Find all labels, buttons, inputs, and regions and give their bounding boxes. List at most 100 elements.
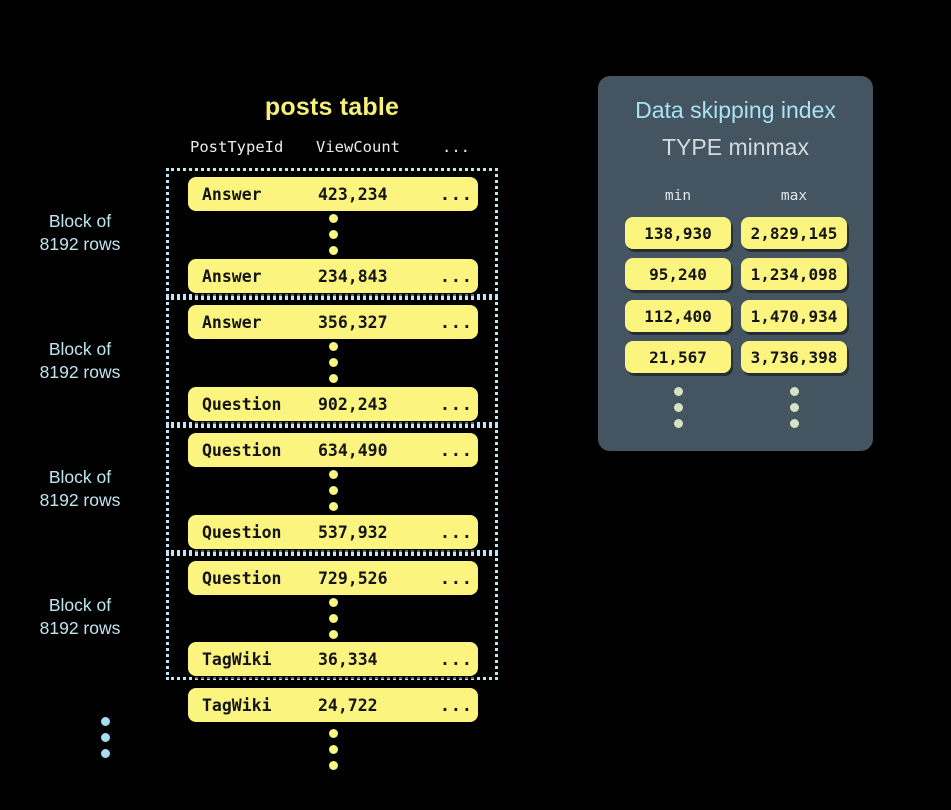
cell-posttypeid: Answer bbox=[202, 312, 262, 332]
block-boundary-2 bbox=[166, 297, 498, 425]
cell-viewcount: 24,722 bbox=[318, 695, 378, 715]
dot bbox=[100, 749, 110, 758]
row-ellipsis-dots bbox=[327, 214, 339, 255]
dot bbox=[328, 761, 338, 770]
dot bbox=[328, 729, 338, 738]
cell-posttypeid: Question bbox=[202, 522, 282, 542]
dot bbox=[328, 614, 338, 623]
dot bbox=[100, 717, 110, 726]
index-card-title: Data skipping index bbox=[635, 97, 836, 123]
cell-posttypeid: TagWiki bbox=[202, 649, 272, 669]
table-row[interactable]: Answer 356,327 ... bbox=[188, 305, 478, 339]
cell-ellipsis: ... bbox=[440, 649, 473, 669]
dot bbox=[328, 598, 338, 607]
index-min-value[interactable]: 112,400 bbox=[625, 300, 731, 332]
cell-posttypeid: Answer bbox=[202, 266, 262, 286]
block-label-4-line2: 8192 rows bbox=[39, 618, 121, 638]
dot bbox=[328, 486, 338, 495]
cell-viewcount: 902,243 bbox=[318, 394, 388, 414]
table-row[interactable]: TagWiki 36,334 ... bbox=[188, 642, 478, 676]
dot bbox=[328, 358, 338, 367]
dot bbox=[328, 374, 338, 383]
index-min-value[interactable]: 95,240 bbox=[625, 258, 731, 290]
blocks-continuation-dots bbox=[99, 717, 111, 758]
dot bbox=[673, 419, 683, 428]
dot bbox=[328, 230, 338, 239]
index-max-continuation-dots bbox=[788, 387, 800, 428]
page-title: posts table bbox=[264, 93, 400, 121]
block-label-3-line2: 8192 rows bbox=[39, 490, 121, 510]
index-card-subtitle: TYPE minmax bbox=[662, 134, 809, 160]
table-row[interactable]: Question 634,490 ... bbox=[188, 433, 478, 467]
block-label-4-line1: Block of bbox=[48, 595, 112, 615]
block-label-2-line2: 8192 rows bbox=[39, 362, 121, 382]
dot bbox=[328, 342, 338, 351]
column-header-posttypeid: PostTypeId bbox=[190, 138, 284, 156]
table-column-headers: PostTypeId ViewCount ... bbox=[188, 138, 478, 156]
table-continuation-dots bbox=[327, 729, 339, 770]
cell-posttypeid: Question bbox=[202, 440, 282, 460]
dot bbox=[673, 387, 683, 396]
dot bbox=[789, 419, 799, 428]
block-label-2-line1: Block of bbox=[48, 339, 112, 359]
cell-ellipsis: ... bbox=[440, 568, 473, 588]
column-header-min: min bbox=[664, 188, 692, 204]
table-row[interactable]: Question 537,932 ... bbox=[188, 515, 478, 549]
block-label-4: Block of 8192 rows bbox=[0, 594, 160, 640]
dot bbox=[328, 246, 338, 255]
index-min-value[interactable]: 138,930 bbox=[625, 217, 731, 249]
cell-ellipsis: ... bbox=[440, 695, 473, 715]
cell-viewcount: 634,490 bbox=[318, 440, 388, 460]
cell-ellipsis: ... bbox=[440, 184, 473, 204]
index-min-continuation-dots bbox=[672, 387, 684, 428]
block-label-3: Block of 8192 rows bbox=[0, 466, 160, 512]
block-label-3-line1: Block of bbox=[48, 467, 112, 487]
cell-viewcount: 234,843 bbox=[318, 266, 388, 286]
dot bbox=[328, 630, 338, 639]
block-label-1: Block of 8192 rows bbox=[0, 210, 160, 256]
row-ellipsis-dots bbox=[327, 598, 339, 639]
cell-ellipsis: ... bbox=[440, 266, 473, 286]
dot bbox=[328, 745, 338, 754]
dot bbox=[789, 387, 799, 396]
cell-ellipsis: ... bbox=[440, 440, 473, 460]
index-max-value[interactable]: 2,829,145 bbox=[741, 217, 847, 249]
column-header-ellipsis: ... bbox=[442, 138, 470, 156]
table-row[interactable]: Question 729,526 ... bbox=[188, 561, 478, 595]
table-row[interactable]: Answer 234,843 ... bbox=[188, 259, 478, 293]
block-label-1-line1: Block of bbox=[48, 211, 112, 231]
cell-viewcount: 423,234 bbox=[318, 184, 388, 204]
index-max-value[interactable]: 3,736,398 bbox=[741, 341, 847, 373]
cell-posttypeid: Question bbox=[202, 568, 282, 588]
block-boundary-1 bbox=[166, 168, 498, 297]
dot bbox=[328, 502, 338, 511]
block-boundary-3 bbox=[166, 425, 498, 553]
block-boundary-4 bbox=[166, 553, 498, 680]
index-min-value[interactable]: 21,567 bbox=[625, 341, 731, 373]
cell-viewcount: 537,932 bbox=[318, 522, 388, 542]
cell-viewcount: 356,327 bbox=[318, 312, 388, 332]
data-skipping-index-card: Data skipping index TYPE minmax min max … bbox=[598, 76, 873, 451]
dot bbox=[100, 733, 110, 742]
posts-table-group: posts table PostTypeId ViewCount ... Blo… bbox=[0, 93, 498, 770]
index-max-value[interactable]: 1,470,934 bbox=[741, 300, 847, 332]
index-max-value[interactable]: 1,234,098 bbox=[741, 258, 847, 290]
dot bbox=[789, 403, 799, 412]
row-ellipsis-dots bbox=[327, 342, 339, 383]
table-row[interactable]: Question 902,243 ... bbox=[188, 387, 478, 421]
cell-viewcount: 729,526 bbox=[318, 568, 388, 588]
cell-posttypeid: TagWiki bbox=[202, 695, 272, 715]
dot bbox=[328, 214, 338, 223]
cell-viewcount: 36,334 bbox=[318, 649, 378, 669]
dot bbox=[673, 403, 683, 412]
cell-posttypeid: Question bbox=[202, 394, 282, 414]
cell-posttypeid: Answer bbox=[202, 184, 262, 204]
column-header-max: max bbox=[780, 188, 808, 204]
table-row[interactable]: TagWiki 24,722 ... bbox=[188, 688, 478, 722]
cell-ellipsis: ... bbox=[440, 312, 473, 332]
table-row[interactable]: Answer 423,234 ... bbox=[188, 177, 478, 211]
block-label-1-line2: 8192 rows bbox=[39, 234, 121, 254]
dot bbox=[328, 470, 338, 479]
column-header-viewcount: ViewCount bbox=[316, 138, 400, 156]
